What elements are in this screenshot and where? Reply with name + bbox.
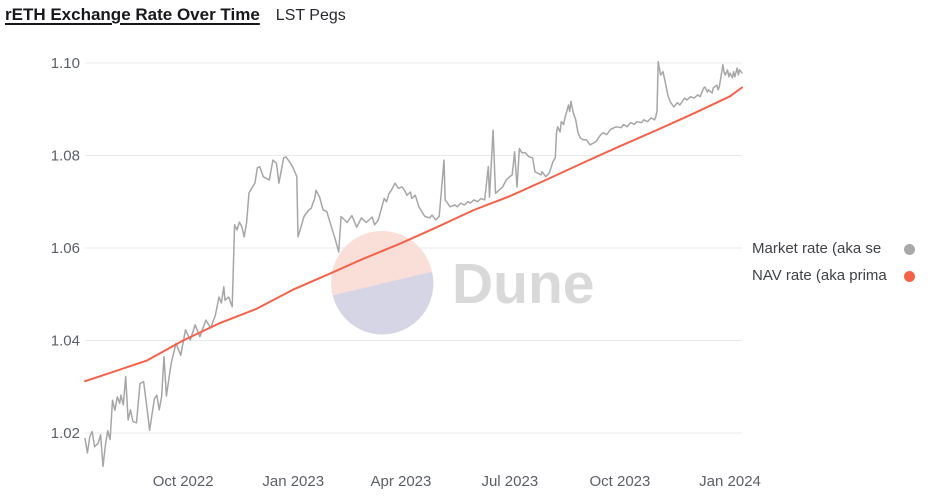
legend-label-market-rate: Market rate (aka se <box>752 241 882 257</box>
y-tick-label: 1.10 <box>51 55 80 72</box>
x-tick-label: Jan 2023 <box>262 473 324 490</box>
x-tick-label: Apr 2023 <box>370 473 431 490</box>
market-series-dot-icon <box>904 243 915 255</box>
y-tick-label: 1.06 <box>51 240 80 257</box>
y-tick-label: 1.04 <box>51 333 80 350</box>
y-tick-label: 1.02 <box>51 425 80 442</box>
y-tick-label: 1.08 <box>51 148 80 165</box>
legend-item-market-rate[interactable]: Market rate (aka se <box>752 241 915 257</box>
x-tick-label: Oct 2023 <box>589 473 650 490</box>
legend-label-nav-rate: NAV rate (aka prima <box>752 268 887 284</box>
chart-title-link[interactable]: rETH Exchange Rate Over Time <box>5 5 260 24</box>
y-axis: 1.10 1.08 1.06 1.04 1.02 <box>51 55 80 442</box>
data-series <box>84 60 743 468</box>
nav-rate-line <box>84 86 743 383</box>
dune-logo-bottom-half <box>332 271 434 335</box>
x-tick-label: Jan 2024 <box>699 473 761 490</box>
x-tick-label: Oct 2022 <box>153 473 214 490</box>
dune-watermark: Dune <box>331 231 595 335</box>
x-axis: Oct 2022 Jan 2023 Apr 2023 Jul 2023 Oct 2023… <box>153 473 761 490</box>
chart-header: rETH Exchange Rate Over Time LST Pegs <box>5 5 346 25</box>
chart-subtitle: LST Pegs <box>275 7 346 24</box>
market-rate-line <box>84 60 743 468</box>
x-tick-label: Jul 2023 <box>481 473 538 490</box>
nav-series-dot-icon <box>904 270 915 282</box>
legend-item-nav-rate[interactable]: NAV rate (aka prima <box>752 268 915 284</box>
dune-watermark-text: Dune <box>452 252 595 316</box>
chart-legend: Market rate (aka se NAV rate (aka prima <box>752 241 915 295</box>
